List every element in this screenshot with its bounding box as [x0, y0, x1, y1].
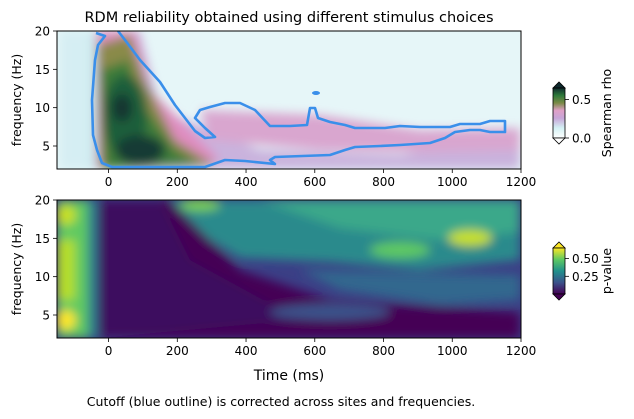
- pvalue-ytick-label: 20: [35, 194, 50, 208]
- rho-colorbar-ticks: 0.0 0.5: [565, 93, 591, 146]
- rho-ytick-label: 15: [35, 63, 50, 77]
- pvalue-xtick-label: 600: [303, 344, 326, 358]
- significance-outline: [90, 31, 507, 169]
- rho-plot-frame: [56, 30, 522, 170]
- rho-xtick-label: 1200: [506, 175, 537, 189]
- pvalue-colorbar-tick-label: 0.50: [572, 252, 599, 266]
- rho-colorbar: [552, 81, 566, 145]
- rho-xtick-label: 200: [166, 175, 189, 189]
- pvalue-colorbar-ticks: 0.25 0.50: [565, 252, 599, 284]
- rho-ytick-label: 20: [35, 25, 50, 39]
- rho-ylabel: frequency (Hz): [9, 54, 24, 146]
- pvalue-plot-frame: [56, 199, 522, 339]
- pvalue-ytick-label: 10: [35, 270, 50, 284]
- rho-xtick-label: 0: [105, 175, 113, 189]
- pvalue-colorbar-label: p-value: [599, 248, 614, 295]
- pvalue-ylabel: frequency (Hz): [9, 223, 24, 315]
- rho-ytick-label: 5: [42, 140, 50, 154]
- rho-ytick-label: 10: [35, 101, 50, 115]
- rho-heatmap: [57, 31, 521, 169]
- rho-xtick-label: 1000: [437, 175, 468, 189]
- pvalue-colorbar-tick-label: 0.25: [572, 270, 599, 284]
- rho-axes: 0 200 400 600 800 1000 1200 5 10 15 20: [35, 25, 537, 190]
- pvalue-xtick-label: 1000: [437, 344, 468, 358]
- pvalue-xtick-label: 800: [372, 344, 395, 358]
- figure-caption: Cutoff (blue outline) is corrected acros…: [87, 394, 475, 409]
- pvalue-heatmap: [57, 200, 521, 338]
- pvalue-xlabel: Time (ms): [253, 368, 325, 384]
- pvalue-axes: 0 200 400 600 800 1000 1200 5 10 15 20: [35, 194, 537, 359]
- rho-xtick-label: 800: [372, 175, 395, 189]
- rho-colorbar-tick-label: 0.0: [572, 132, 591, 146]
- rho-colorbar-tick-label: 0.5: [572, 93, 591, 107]
- pvalue-ytick-label: 15: [35, 232, 50, 246]
- pvalue-xtick-label: 0: [105, 344, 113, 358]
- pvalue-colorbar: [552, 241, 566, 301]
- rho-xtick-label: 600: [303, 175, 326, 189]
- pvalue-xtick-label: 1200: [506, 344, 537, 358]
- pvalue-xtick-label: 200: [166, 344, 189, 358]
- chart-title: RDM reliability obtained using different…: [84, 10, 493, 26]
- pvalue-xtick-label: 400: [235, 344, 258, 358]
- pvalue-heatmap-field: [57, 200, 520, 338]
- rho-xtick-label: 400: [235, 175, 258, 189]
- pvalue-ytick-label: 5: [42, 309, 50, 323]
- significance-outline-island: [312, 91, 320, 95]
- rho-colorbar-label: Spearman rho: [599, 69, 614, 157]
